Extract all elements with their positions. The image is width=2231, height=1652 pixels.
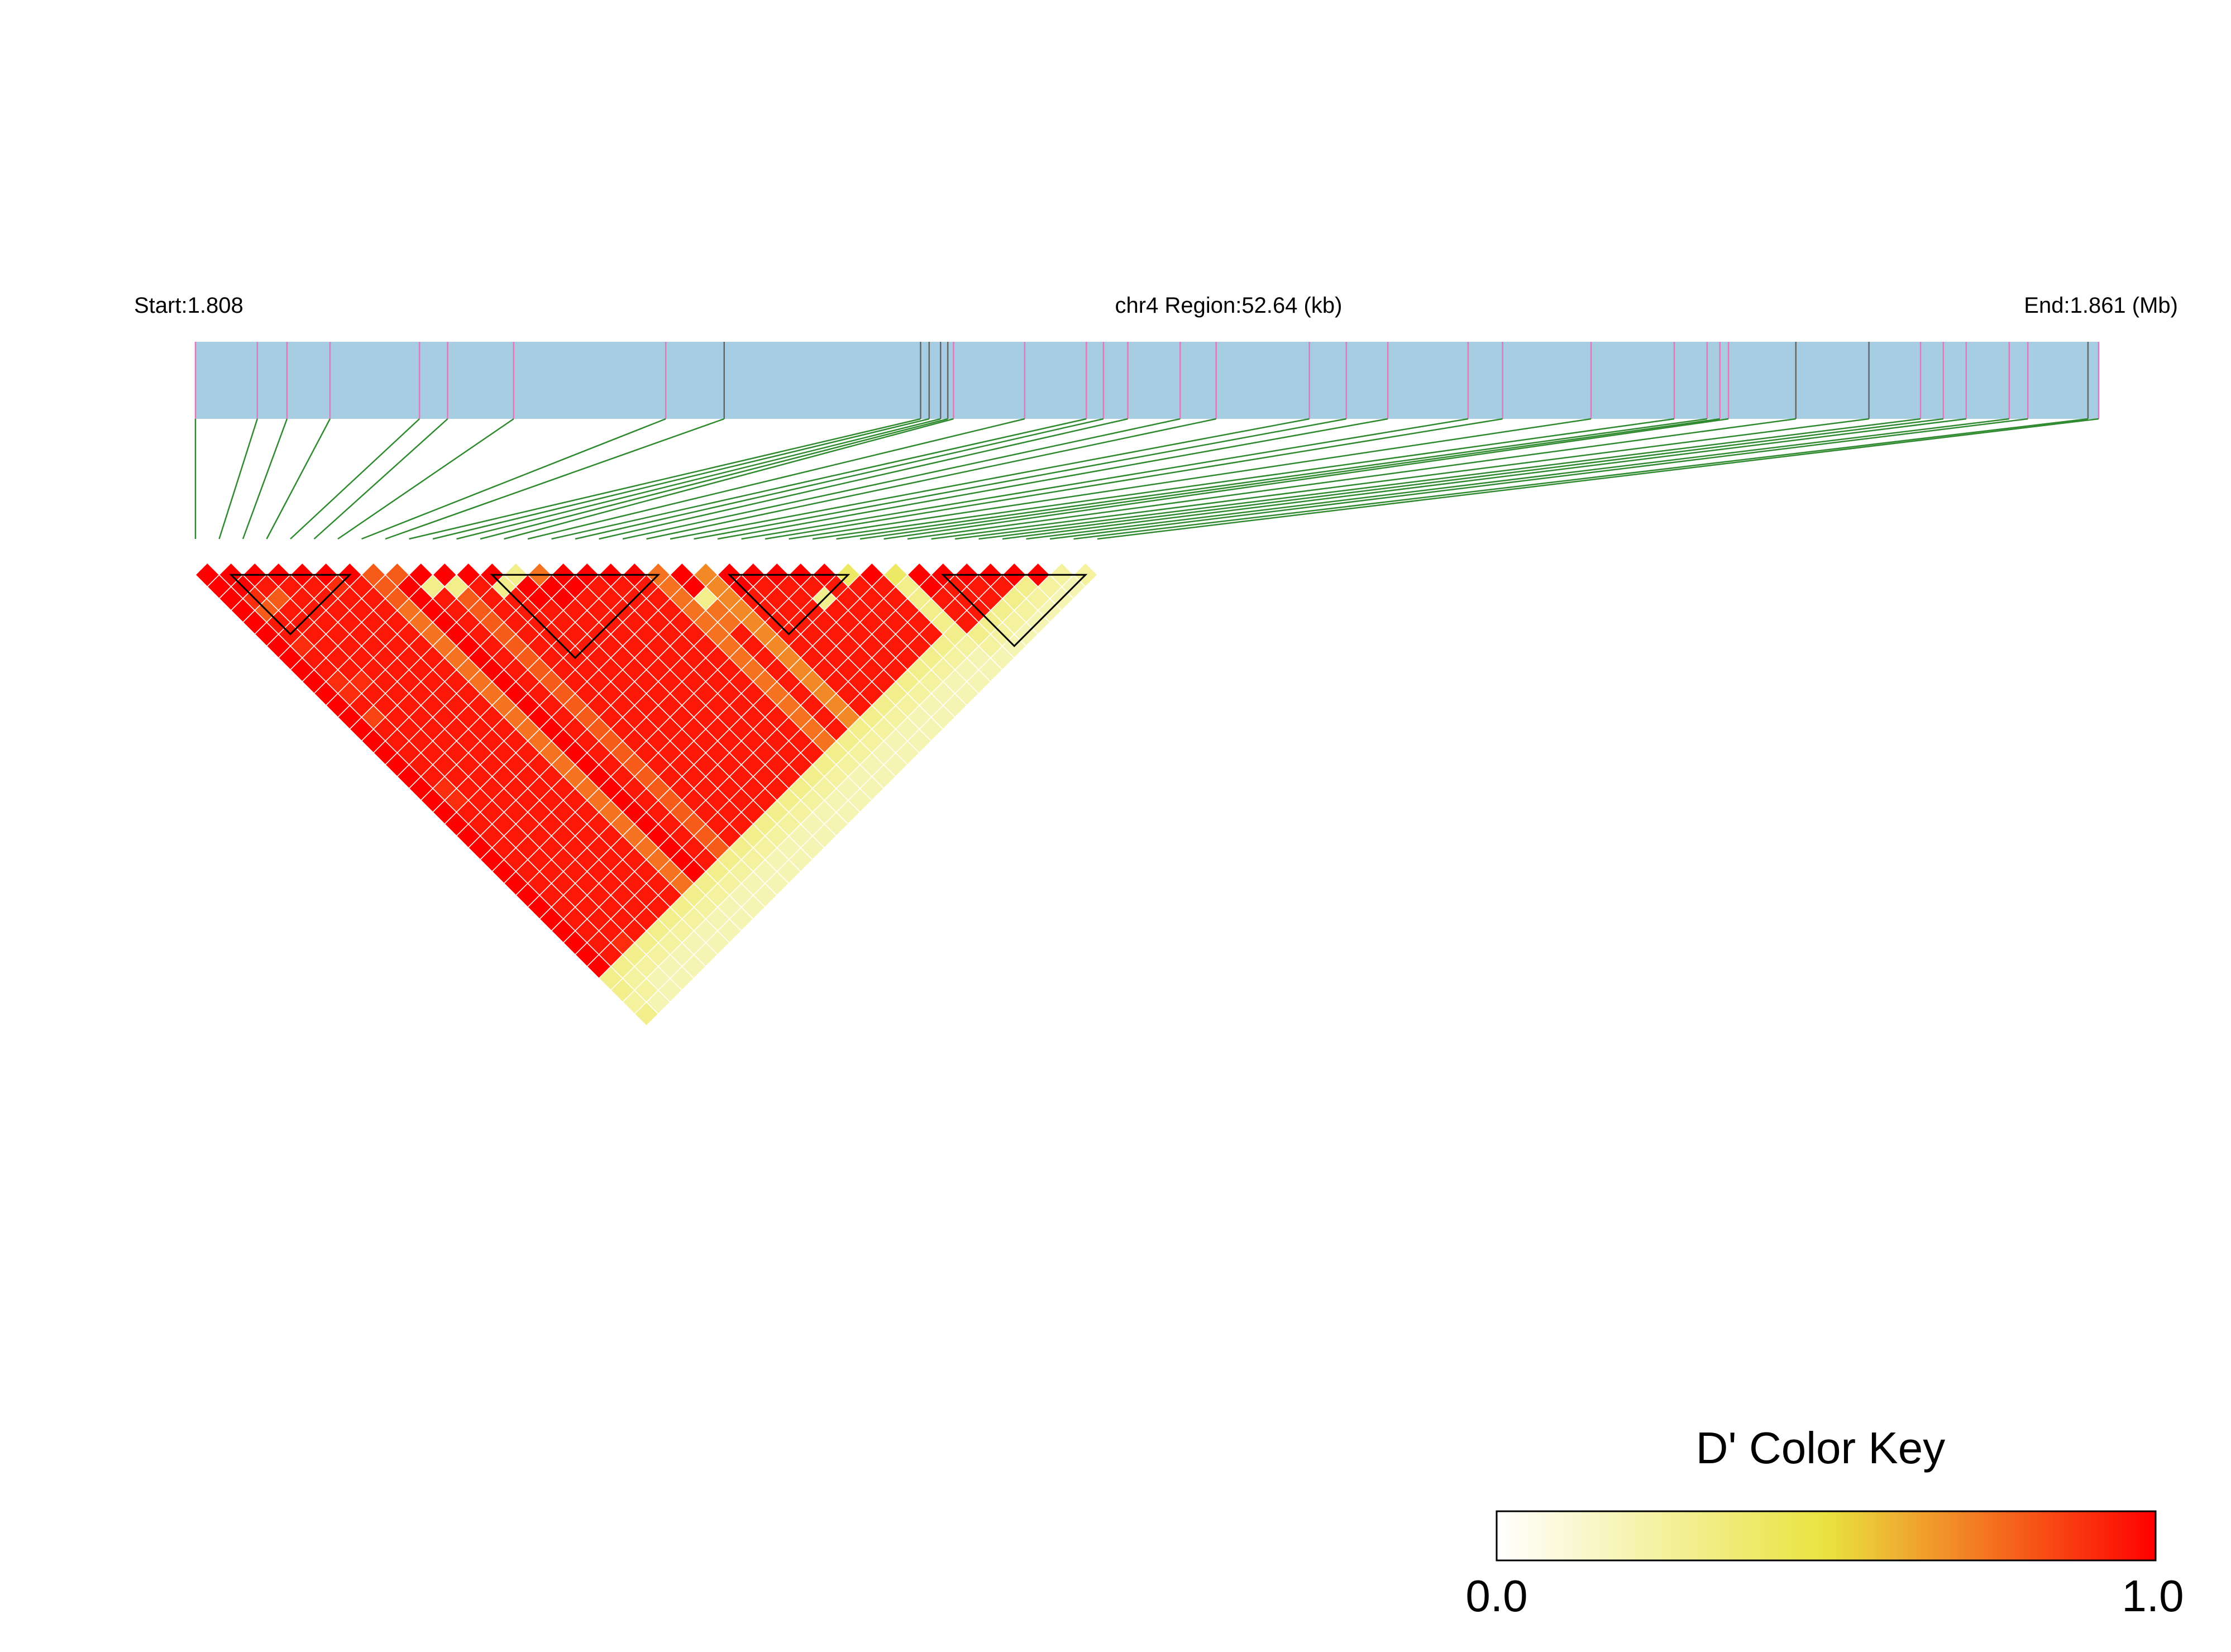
snp-connector: [1049, 418, 2028, 540]
snp-connector: [480, 418, 948, 540]
end-label: End:1.861 (Mb): [2024, 293, 2178, 318]
snp-connector: [409, 418, 921, 540]
snp-connector: [361, 418, 666, 540]
snp-connector: [741, 418, 1469, 540]
ld-matrix: [194, 562, 1098, 1026]
snp-connector: [694, 418, 1347, 540]
color-key-bar: [1496, 1510, 2157, 1562]
snp-connector: [337, 418, 514, 540]
region-track: [195, 342, 2099, 419]
snp-connector: [551, 418, 1087, 540]
snp-connector: [812, 418, 1675, 540]
snp-connector-lines: [194, 418, 2099, 540]
snp-connector: [266, 418, 331, 539]
snp-connector: [670, 418, 1310, 540]
snp-connector: [931, 418, 1869, 540]
haplotype-block-outline: [229, 574, 352, 636]
snp-connector: [218, 418, 258, 539]
color-key-max-label: 1.0: [2122, 1571, 2184, 1621]
snp-connector: [527, 418, 1025, 540]
snp-position-lines: [194, 342, 2100, 419]
snp-connector: [1002, 418, 1966, 540]
snp-connector: [622, 418, 1181, 540]
snp-connector: [883, 418, 1729, 540]
haplotype-block-outline: [490, 574, 661, 660]
region-label: chr4 Region:52.64 (kb): [1115, 293, 1343, 318]
snp-connector: [646, 418, 1216, 540]
snp-connector: [290, 418, 420, 539]
snp-connector: [313, 418, 448, 539]
haplotype-blocks: [229, 574, 1088, 660]
snp-connector: [978, 418, 1944, 540]
snp-connector: [1026, 418, 2009, 540]
snp-connector: [789, 418, 1592, 540]
snp-connector: [765, 418, 1503, 540]
color-key-min-label: 0.0: [1465, 1571, 1527, 1621]
snp-connector: [385, 418, 725, 540]
snp-connector: [1097, 418, 2099, 540]
snp-connector: [456, 418, 941, 540]
snp-connector: [1073, 418, 2089, 540]
snp-connector: [504, 418, 954, 540]
haplotype-block-outline: [727, 574, 851, 636]
start-label: Start:1.808: [134, 293, 243, 318]
snp-connector: [242, 418, 288, 539]
snp-connector: [836, 418, 1708, 540]
snp-connector: [859, 418, 1720, 540]
snp-connector: [907, 418, 1796, 540]
snp-connector: [954, 418, 1921, 540]
snp-connector: [432, 418, 930, 540]
haplotype-block-outline: [941, 574, 1088, 647]
snp-connector: [575, 418, 1104, 540]
snp-connector: [717, 418, 1388, 540]
color-key-title: D' Color Key: [1696, 1423, 1946, 1473]
snp-connector: [599, 418, 1128, 540]
